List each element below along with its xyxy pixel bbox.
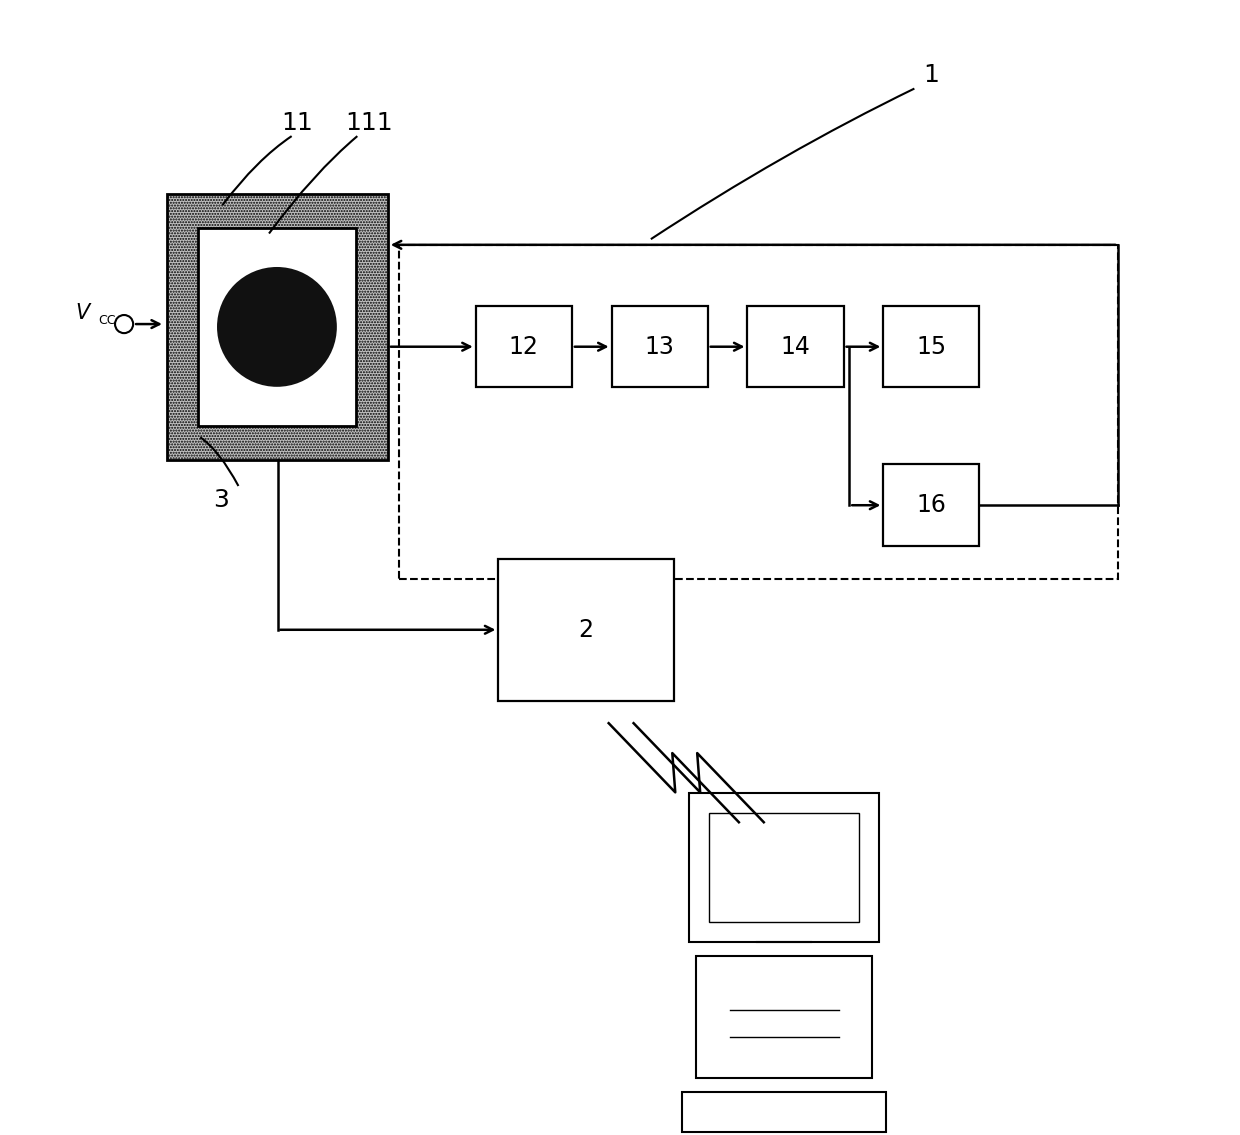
Text: 3: 3 xyxy=(213,488,229,512)
Text: 12: 12 xyxy=(508,335,538,359)
Bar xyxy=(167,194,388,460)
Text: 13: 13 xyxy=(645,335,675,359)
Text: 1: 1 xyxy=(924,62,939,87)
Circle shape xyxy=(218,268,336,386)
Text: 2: 2 xyxy=(579,617,594,641)
Circle shape xyxy=(115,316,133,334)
Text: 111: 111 xyxy=(345,110,392,135)
Bar xyxy=(883,306,980,387)
Bar xyxy=(748,306,843,387)
Bar xyxy=(689,793,879,942)
Bar xyxy=(883,464,980,546)
Text: V: V xyxy=(76,303,89,322)
Bar xyxy=(476,306,572,387)
Text: 11: 11 xyxy=(281,110,314,135)
Bar xyxy=(197,228,356,426)
Text: 16: 16 xyxy=(916,494,946,518)
Bar xyxy=(709,813,859,922)
Bar xyxy=(611,306,708,387)
Bar xyxy=(498,560,673,700)
Bar xyxy=(399,245,1118,579)
Text: CC: CC xyxy=(98,314,115,327)
Text: 15: 15 xyxy=(916,335,946,359)
Text: 14: 14 xyxy=(780,335,811,359)
Bar xyxy=(682,1092,887,1133)
Bar xyxy=(696,956,873,1078)
